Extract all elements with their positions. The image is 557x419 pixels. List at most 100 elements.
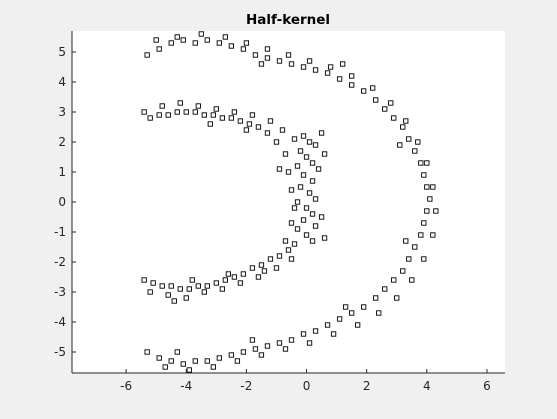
scatter-point (312, 196, 319, 202)
scatter-point (177, 286, 183, 292)
scatter-point (282, 238, 289, 244)
scatter-point (156, 355, 162, 361)
scatter-point (373, 295, 379, 301)
scatter-point (276, 58, 283, 64)
scatter-point (195, 283, 201, 289)
scatter-point (285, 52, 292, 58)
scatter-point (421, 256, 427, 262)
y-tick-label: 1 (58, 165, 66, 179)
scatter-point (300, 172, 307, 178)
x-tick-label: -6 (120, 379, 132, 393)
scatter-point (327, 64, 334, 70)
scatter-point (297, 148, 304, 154)
scatter-point (276, 166, 283, 172)
y-tick-label: -3 (54, 285, 66, 299)
scatter-point (291, 136, 298, 142)
scatter-point (400, 124, 406, 130)
scatter-point (261, 268, 268, 274)
scatter-point (336, 316, 343, 322)
scatter-point (183, 109, 189, 115)
y-tick-label: 4 (58, 75, 66, 89)
scatter-point (321, 151, 328, 157)
scatter-point (382, 106, 388, 112)
scatter-point (171, 298, 177, 304)
scatter-point (312, 223, 319, 229)
scatter-point (406, 256, 412, 262)
scatter-point (210, 112, 216, 118)
scatter-point (228, 352, 235, 358)
scatter-point (306, 139, 313, 145)
x-tick-label: 2 (363, 379, 371, 393)
y-tick-label: 5 (58, 45, 66, 59)
scatter-point (276, 340, 283, 346)
scatter-point (339, 61, 346, 67)
scatter-point (156, 112, 162, 118)
scatter-point (204, 358, 210, 364)
scatter-point (418, 160, 424, 166)
scatter-point (228, 115, 235, 121)
scatter-point (264, 55, 271, 61)
chart-title: Half-kernel (246, 12, 330, 28)
scatter-point (349, 310, 355, 316)
scatter-point (240, 349, 247, 355)
scatter-point (249, 265, 256, 271)
scatter-point (312, 328, 319, 334)
scatter-point (183, 295, 189, 301)
scatter-point (240, 46, 247, 52)
scatter-point (168, 40, 174, 46)
scatter-point (165, 112, 171, 118)
scatter-point (222, 34, 228, 40)
scatter-point (324, 322, 331, 328)
x-tick-label: 0 (303, 379, 311, 393)
scatter-point (249, 112, 256, 118)
scatter-point (147, 115, 153, 121)
scatter-point (306, 190, 313, 196)
scatter-point (201, 289, 207, 295)
scatter-point (246, 121, 253, 127)
scatter-point (273, 139, 280, 145)
scatter-point (165, 292, 171, 298)
scatter-point (192, 109, 198, 115)
scatter-point (300, 133, 307, 139)
scatter-point (288, 61, 295, 67)
scatter-point (141, 277, 147, 283)
scatter-point (288, 187, 295, 193)
scatter-point (198, 31, 204, 37)
scatter-point (264, 343, 271, 349)
scatter-point (306, 58, 313, 64)
scatter-point (400, 268, 406, 274)
scatter-point (222, 277, 228, 283)
scatter-point (231, 109, 238, 115)
scatter-point (210, 364, 216, 370)
scatter-point (309, 178, 316, 184)
y-tick-label: 3 (58, 105, 66, 119)
scatter-point (306, 340, 313, 346)
scatter-point (195, 103, 201, 109)
scatter-point (282, 151, 289, 157)
scatter-point (204, 37, 210, 43)
scatter-point (159, 103, 165, 109)
scatter-point (294, 226, 301, 232)
scatter-point (189, 277, 195, 283)
scatter-point (433, 208, 439, 214)
scatter-point (243, 127, 250, 133)
scatter-point (421, 220, 427, 226)
scatter-point (303, 205, 310, 211)
scatter-point (285, 247, 292, 253)
scatter-point (237, 118, 244, 124)
scatter-point (394, 295, 400, 301)
scatter-point (309, 238, 316, 244)
scatter-point (418, 232, 424, 238)
scatter-point (156, 46, 162, 52)
scatter-point (300, 64, 307, 70)
scatter-point (349, 82, 355, 88)
scatter-point (252, 346, 259, 352)
scatter-point (174, 109, 180, 115)
scatter-point (312, 67, 319, 73)
scatter-point (285, 169, 292, 175)
y-tick-label: -1 (54, 225, 66, 239)
scatter-point (382, 286, 388, 292)
scatter-point (264, 46, 271, 52)
y-tick-label: 2 (58, 135, 66, 149)
